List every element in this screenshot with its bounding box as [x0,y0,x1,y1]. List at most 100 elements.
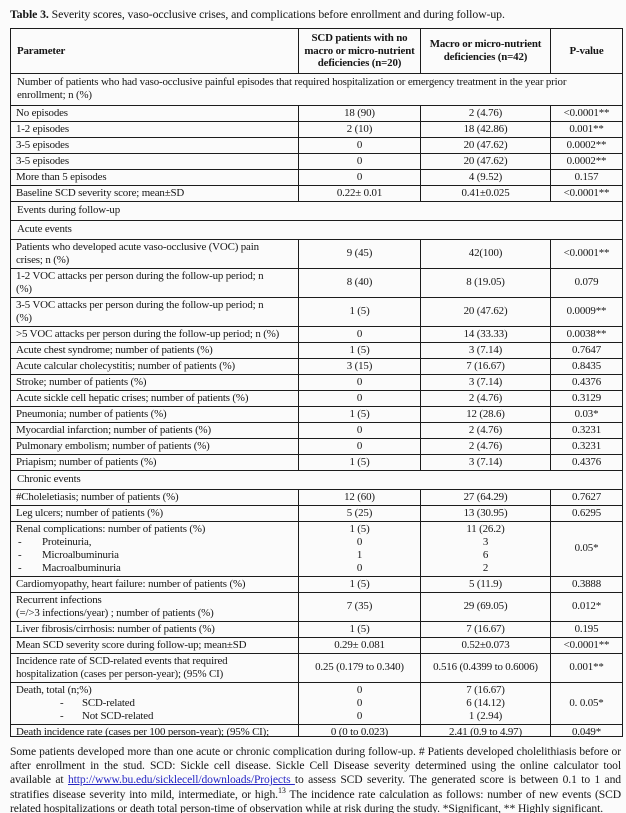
value-line: 0 [356,375,363,388]
pvalue-cell: 0.3231 [550,437,623,455]
param-line: Stroke; number of patients (%) [16,375,147,388]
value-line: 2 (10) [346,122,373,135]
param-cell: Patients who developed acute vaso-occlus… [10,238,299,269]
table-row: Cardiomyopathy, heart failure: number of… [10,575,623,593]
param-line: 1-2 episodes [16,122,69,135]
param-subitem: - Proteinuria, [16,536,293,549]
param-line: crises; n (%) [16,253,70,266]
footnote-text-3: The incidence rate calculation as follow… [10,787,622,813]
group1-value-cell: 1 (5) [298,341,421,359]
param-line: (=/>3 infections/year) ; number of patie… [16,606,214,619]
pvalue-cell: 0.012* [550,591,623,622]
value-line: 0 [356,138,363,151]
param-cell: Pulmonary embolism; number of patients (… [10,437,299,455]
param-cell: 3-5 episodes [10,152,299,170]
group1-value-cell: 0.22± 0.01 [298,184,421,202]
section-label: Chronic events [10,469,623,490]
value-line: 20 (47.62) [463,305,508,317]
pvalue-cell: 0.05* [550,520,623,577]
group2-value-cell: 14 (33.33) [420,325,551,343]
param-line: Cardiomyopathy, heart failure: number of… [16,577,246,590]
pvalue-cell: 0.3888 [550,575,623,593]
section-row: Number of patients who had vaso-occlusiv… [10,72,623,106]
group1-value-cell: 3 (15) [298,357,421,375]
table-row: More than 5 episodes 0 4 (9.52) 0.157 [10,168,623,186]
value-line: 12 (28.6) [466,407,505,420]
param-cell: Recurrent infections (=/>3 infections/yea… [10,591,299,622]
param-cell: Baseline SCD severity score; mean±SD [10,184,299,202]
param-line: Mean SCD severity score during follow-up… [16,638,247,651]
table-row: >5 VOC attacks per person during the fol… [10,325,623,343]
table-title-text: Severity scores, vaso-occlusive crises, … [48,7,505,21]
group1-value-cell: 18 (90) [298,104,421,122]
param-subitem: - SCD-related [16,697,293,710]
footnote-link[interactable]: http://www.bu.edu/sicklecell/downloads/P… [67,773,295,787]
param-line: 3-5 episodes [16,138,69,151]
table-row: Pneumonia; number of patients (%) 1 (5) 12… [10,405,623,423]
table-body: Number of patients who had vaso-occlusiv… [10,72,623,737]
param-cell: No episodes [10,104,299,122]
group1-value-cell: 0 [298,168,421,186]
param-cell: Stroke; number of patients (%) [10,373,299,391]
value-line: 1 (5) [349,305,370,317]
value-line: 0 [356,327,363,340]
value-line: 1 (2.94) [468,709,503,722]
table-row: Priapism; number of patients (%) 1 (5) 3 (… [10,453,623,471]
table-row: Leg ulcers; number of patients (%) 5 (25)… [10,504,623,522]
value-line: 0 [356,170,363,183]
group2-value-cell: 7 (16.67) [420,357,551,375]
group2-value-cell: 20 (47.62) [420,136,551,154]
value-line: 20 (47.62) [463,138,508,151]
value-line: 12 (60) [344,490,375,503]
table-row: Myocardial infarction; number of patient… [10,421,623,439]
group1-value-cell: 0 [298,152,421,170]
footnote: Some patients developed more than one ac… [10,745,621,813]
group1-value-cell: 0.25 (0.179 to 0.340) [298,652,421,683]
col-header-parameter: Parameter [10,28,299,74]
param-line: Myocardial infarction; number of patient… [16,423,211,436]
table-row: Acute chest syndrome; number of patients… [10,341,623,359]
table-row: Liver fibrosis/cirrhosis: number of pati… [10,620,623,638]
group2-value-cell: 3 (7.14) [420,341,551,359]
group2-value-cell: 8 (19.05) [420,267,551,298]
group1-value-cell: 1 (5) 0 1 0 [298,520,421,577]
pvalue-cell: 0.3129 [550,389,623,407]
section-label: Number of patients who had vaso-occlusiv… [10,72,623,106]
pvalue-cell: 0.6295 [550,504,623,522]
param-line: Acute chest syndrome; number of patients… [16,343,213,356]
group2-value-cell: 2 (4.76) [420,104,551,122]
table-row: Stroke; number of patients (%) 0 3 (7.14) 0… [10,373,623,391]
param-line: Renal complications: number of patients … [16,522,206,535]
value-line: 11 (26.2) [466,522,505,535]
value-line: 14 (33.33) [463,327,508,340]
value-line: 2 [482,561,489,574]
pvalue-cell: <0.0001** [550,238,623,269]
pvalue-cell: 0.03* [550,405,623,423]
group1-value-cell: 7 (35) [298,591,421,622]
value-line: 2 (4.76) [468,423,503,436]
pvalue-cell: 0.001** [550,120,623,138]
pvalue-cell: 0.195 [550,620,623,638]
table-title-label: Table 3. [10,7,49,21]
param-line: Death incidence rate (cases per 100 pers… [16,725,270,736]
param-cell: 1-2 VOC attacks per person during the fo… [10,267,299,298]
group2-value-cell: 7 (16.67) 6 (14.12) 1 (2.94) [420,681,551,725]
pvalue-cell: 0.049* [550,723,623,737]
value-line: 0.25 (0.179 to 0.340) [315,661,404,673]
group2-value-cell: 27 (64.29) [420,488,551,506]
value-line: 0.22± 0.01 [336,186,383,199]
pvalue-cell: 0.7647 [550,341,623,359]
dash-bullet: - [60,696,64,709]
table-row: Renal complications: number of patients … [10,520,623,577]
group1-value-cell: 0 [298,136,421,154]
table-title: Table 3. Severity scores, vaso-occlusive… [10,7,622,21]
table-row: Death incidence rate (cases per 100 pers… [10,723,623,737]
value-line: 1 (5) [349,622,370,635]
dash-bullet: - [18,535,22,548]
section-label: Events during follow-up [10,200,623,221]
param-subitem-label: Proteinuria, [42,535,92,548]
table-row: 3-5 episodes 0 20 (47.62) 0.0002** [10,152,623,170]
col-header-no-deficiency-group: SCD patients with no macro or micro-nutr… [298,28,421,74]
